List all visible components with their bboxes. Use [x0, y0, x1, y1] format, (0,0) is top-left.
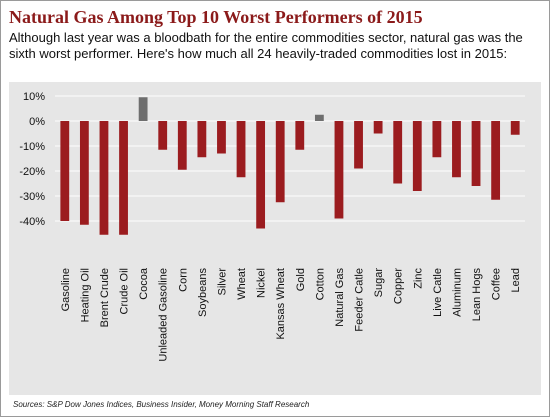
y-tick-label: -30% — [19, 191, 45, 203]
bar — [295, 121, 305, 150]
y-tick-label: 10% — [23, 91, 45, 103]
bar-chart: 10% 0% -10% -20% -30% -40% Gasoline Heating Oil… — [19, 91, 525, 362]
x-tick-label: Gold — [295, 268, 307, 291]
x-tick-label: Aluminum — [451, 268, 463, 317]
bar — [314, 114, 324, 121]
bar — [217, 121, 226, 154]
bar — [452, 121, 461, 178]
bar — [491, 121, 501, 200]
bar — [471, 121, 481, 186]
x-tick-label: Crude Oil — [119, 268, 131, 314]
x-tick-label: Soybeans — [197, 268, 209, 317]
x-tick-label: Feeder Catle — [354, 268, 366, 332]
bar — [256, 121, 266, 229]
x-tick-label: Natural Gas — [334, 268, 346, 327]
y-tick-label: -10% — [19, 141, 45, 153]
x-tick-label: Unleaded Gasoline — [158, 268, 170, 362]
x-tick-label: Heating Oil — [79, 268, 91, 322]
x-tick-label: Lean Hogs — [471, 268, 483, 322]
x-tick-label: Cocoa — [138, 267, 150, 300]
bar — [197, 121, 207, 158]
x-tick-label: Copper — [393, 268, 405, 304]
x-tick-label: Wheat — [236, 268, 248, 300]
y-tick-label: 0% — [29, 116, 45, 128]
x-tick-label: Lead — [510, 268, 522, 292]
bar — [393, 121, 403, 184]
x-tick-label: Sugar — [373, 268, 385, 298]
bar — [99, 121, 109, 235]
x-tick-label: Corn — [177, 268, 189, 292]
bar — [236, 121, 246, 178]
bar — [79, 121, 89, 225]
x-tick-label: Cotton — [314, 268, 326, 300]
bar — [334, 121, 344, 219]
x-tick-label: Zinc — [412, 268, 424, 289]
bar — [354, 121, 363, 169]
x-tick-label: Brent Crude — [99, 268, 111, 327]
plot-area: 10% 0% -10% -20% -30% -40% Gasoline Heating Oil… — [9, 82, 541, 395]
x-tick-label: Coffee — [491, 268, 503, 300]
x-tick-label: Gasoline — [60, 268, 72, 311]
bar — [373, 121, 383, 134]
chart-subtitle: Although last year was a bloodbath for t… — [9, 30, 523, 61]
x-tick-label: Live Catle — [432, 268, 444, 317]
bar — [158, 121, 168, 150]
bar — [60, 121, 70, 221]
x-tick-label: Kansas Wheat — [275, 268, 287, 340]
bar — [432, 121, 442, 158]
y-tick-label: -20% — [19, 166, 45, 178]
bar — [412, 121, 422, 191]
bar — [177, 121, 187, 170]
bar — [510, 121, 520, 135]
source-note: Sources: S&P Dow Jones Indices, Business… — [13, 400, 310, 409]
bar — [275, 121, 285, 203]
x-tick-label: Nickel — [256, 268, 268, 298]
chart-title: Natural Gas Among Top 10 Worst Performer… — [9, 7, 423, 27]
x-tick-label: Silver — [216, 268, 228, 296]
y-tick-label: -40% — [19, 216, 45, 228]
bar — [119, 121, 128, 235]
bar — [138, 97, 148, 121]
